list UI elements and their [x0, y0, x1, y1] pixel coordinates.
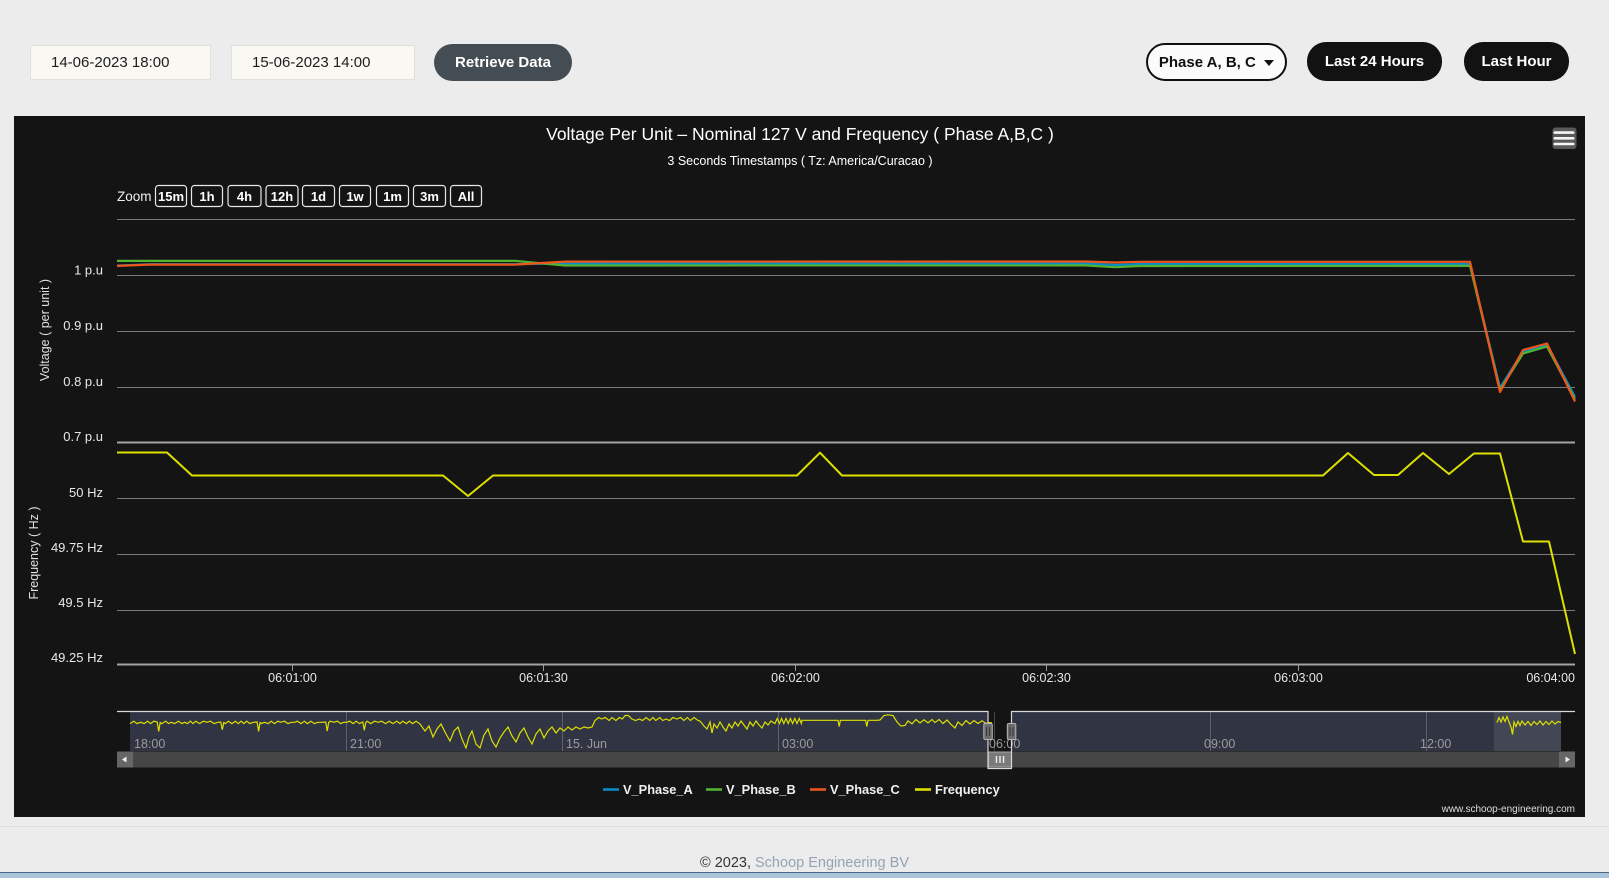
svg-text:Frequency: Frequency	[935, 782, 1001, 797]
svg-text:All: All	[458, 189, 475, 204]
svg-text:06:00: 06:00	[989, 737, 1020, 751]
svg-text:1w: 1w	[346, 189, 364, 204]
svg-text:49.25 Hz: 49.25 Hz	[51, 650, 103, 665]
svg-text:06:02:00: 06:02:00	[771, 671, 820, 685]
svg-text:49.5 Hz: 49.5 Hz	[58, 595, 103, 610]
svg-text:1d: 1d	[311, 189, 326, 204]
svg-text:0.9 p.u: 0.9 p.u	[63, 318, 103, 333]
svg-text:1h: 1h	[199, 189, 214, 204]
svg-text:12h: 12h	[271, 189, 293, 204]
svg-text:V_Phase_C: V_Phase_C	[830, 782, 900, 797]
svg-text:0.8 p.u: 0.8 p.u	[63, 374, 103, 389]
svg-text:V_Phase_B: V_Phase_B	[726, 782, 796, 797]
svg-text:0.7 p.u: 0.7 p.u	[63, 429, 103, 444]
svg-text:Frequency ( Hz ): Frequency ( Hz )	[27, 506, 41, 599]
svg-text:06:04:00: 06:04:00	[1526, 671, 1575, 685]
svg-text:06:02:30: 06:02:30	[1022, 671, 1071, 685]
svg-text:50 Hz: 50 Hz	[69, 485, 103, 500]
svg-text:15. Jun: 15. Jun	[566, 737, 607, 751]
svg-text:21:00: 21:00	[350, 737, 381, 751]
svg-text:1m: 1m	[383, 189, 402, 204]
svg-text:12:00: 12:00	[1420, 737, 1451, 751]
svg-text:V_Phase_A: V_Phase_A	[623, 782, 693, 797]
svg-text:www.schoop-engineering.com: www.schoop-engineering.com	[1441, 804, 1575, 815]
svg-text:06:01:00: 06:01:00	[268, 671, 317, 685]
svg-text:3m: 3m	[420, 189, 439, 204]
svg-text:Voltage ( per unit ): Voltage ( per unit )	[38, 279, 52, 381]
svg-text:4h: 4h	[237, 189, 252, 204]
svg-text:15m: 15m	[158, 189, 184, 204]
svg-text:06:01:30: 06:01:30	[519, 671, 568, 685]
svg-text:1 p.u: 1 p.u	[74, 263, 103, 278]
svg-text:06:03:00: 06:03:00	[1274, 671, 1323, 685]
svg-text:09:00: 09:00	[1204, 737, 1235, 751]
svg-text:Voltage Per Unit – Nominal 127: Voltage Per Unit – Nominal 127 V and Fre…	[546, 124, 1054, 144]
svg-text:49.75 Hz: 49.75 Hz	[51, 540, 103, 555]
svg-text:3 Seconds Timestamps ( Tz: Ame: 3 Seconds Timestamps ( Tz: America/Curac…	[667, 154, 932, 168]
svg-text:Zoom: Zoom	[117, 189, 152, 204]
svg-text:03:00: 03:00	[782, 737, 813, 751]
svg-text:18:00: 18:00	[134, 737, 165, 751]
